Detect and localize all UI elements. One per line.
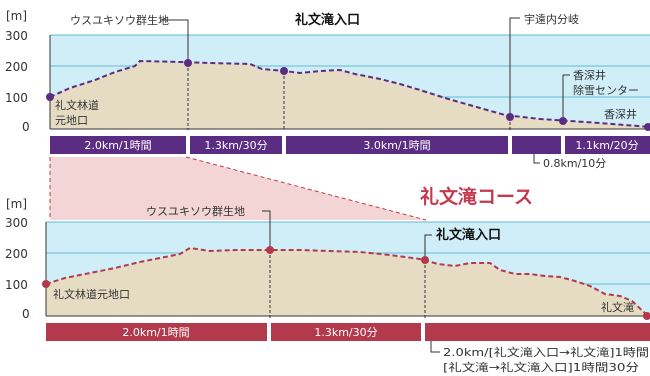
top-seg-5-label: 1.1km/20分 [575,139,638,152]
top-segment-bar: 2.0km/1時間 1.3km/30分 3.0km/1時間 1.1km/20分 … [50,136,650,170]
top-tick-0: 0 [22,120,30,134]
zoom-callout-edge-right [185,156,427,221]
bottom-unit: [m] [6,197,27,211]
top-label-start-2: 元地口 [55,114,88,127]
bottom-label-entrance: 礼文滝入口 [436,227,501,243]
top-seg-2-label: 1.3km/30分 [204,139,267,152]
top-seg-3-label: 3.0km/1時間 [363,139,430,152]
top-seg-5 [565,136,650,154]
bottom-leader-gunseichi [262,210,271,250]
bottom-tick-200: 200 [5,247,28,261]
top-leader-uen [509,17,520,117]
top-point-start [46,93,54,101]
top-label-end: 香深井 [604,107,637,121]
bottom-label-start: 礼文林道元地口 [53,287,130,301]
top-tick-200: 200 [5,60,28,74]
bottom-tick-300: 300 [5,216,28,230]
bottom-seg-3 [425,323,650,341]
top-leader-gunseichi [160,19,189,63]
bottom-point-end [643,312,650,320]
bottom-point-gunseichi [266,246,274,254]
zoom-callout [50,157,426,220]
top-seg-2 [190,136,282,154]
top-point-josetsu [559,117,567,125]
top-point-entrance [280,67,288,75]
bottom-point-start [42,280,50,288]
bottom-terrain [46,248,648,316]
bottom-seg-1-label: 2.0km/1時間 [122,326,189,339]
bottom-seg-2-label: 1.3km/30分 [314,326,377,339]
bottom-note-line-2: [礼文滝→礼文滝入口]1時間30分 [443,360,639,374]
top-point-end [644,123,650,131]
top-label-uen: 宇遠内分岐 [524,12,579,26]
bottom-leader-note [430,340,440,353]
bottom-profile: [m] 300 200 100 0 礼文林道元地口 ウスユキソウ群生地 礼文滝入… [5,197,650,353]
bottom-tick-100: 100 [5,278,28,292]
bottom-note-line-1: 2.0km/[礼文滝入口→礼文滝]1時間 [443,345,649,359]
top-tick-300: 300 [5,29,28,43]
top-route [49,59,650,128]
top-label-josetsu-1: 香深井 [573,68,606,82]
top-seg-1-label: 2.0km/1時間 [84,139,151,152]
top-point-gunseichi [184,59,192,67]
top-point-uen [506,113,514,121]
bottom-point-entrance [421,256,429,264]
bottom-seg-1 [46,323,267,341]
top-label-gunseichi: ウスユキソウ群生地 [70,13,169,27]
top-seg-3 [286,136,508,154]
top-label-josetsu-2: 除雪センター [573,83,639,97]
bottom-leaders [262,210,440,353]
bottom-leader-entrance [424,234,432,260]
top-leaders [160,17,570,164]
top-profile: [m] 300 200 100 0 礼文林道 元地口 ウスユキソウ群生地 礼文滝… [5,9,650,164]
bottom-route [45,246,649,317]
top-seg-1 [50,136,186,154]
bottom-label-end: 礼文滝 [601,300,634,314]
top-label-start-1: 礼文林道 [55,98,99,112]
top-unit: [m] [6,9,27,23]
top-seg-4 [512,136,561,154]
top-leader-extra [533,150,540,164]
top-label-entrance: 礼文滝入口 [295,12,360,28]
bottom-label-gunseichi: ウスユキソウ群生地 [146,204,245,218]
bottom-seg-2 [271,323,421,341]
course-title: 礼文滝コース [420,185,533,208]
bottom-tick-0: 0 [22,307,30,321]
top-extra-segment: 0.8km/10分 [543,157,606,170]
top-leader-josetsu [562,74,570,121]
top-tick-100: 100 [5,91,28,105]
top-terrain [50,61,650,129]
bottom-segment-bar: 2.0km/1時間 1.3km/30分 2.0km/[礼文滝入口→礼文滝]1時間… [46,323,650,374]
